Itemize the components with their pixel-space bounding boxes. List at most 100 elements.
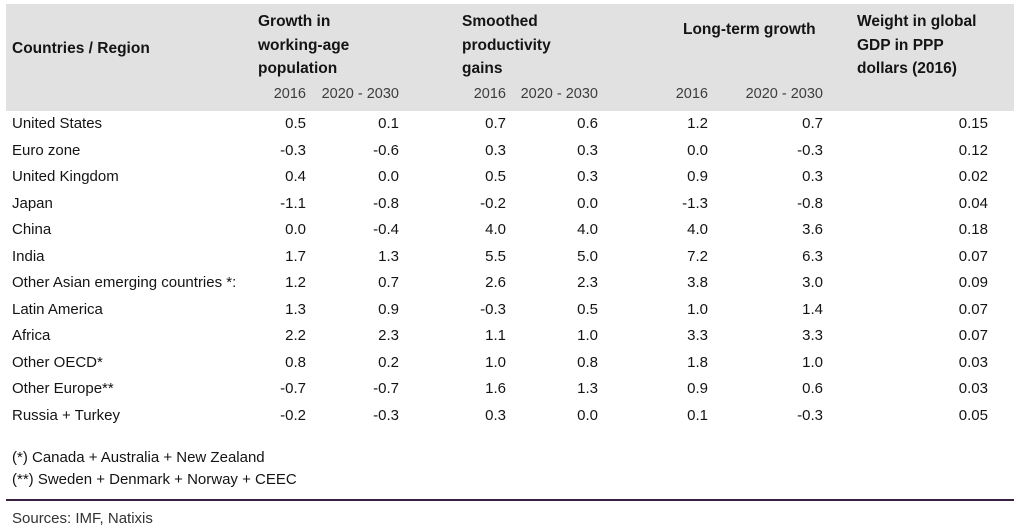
- cell-value: 1.0: [802, 353, 823, 371]
- table-row: China 0.0 -0.4 4.0 4.0 4.0 3.6 0.18: [6, 217, 1014, 244]
- cell-value: -0.7: [373, 380, 399, 398]
- table-row: United Kingdom 0.4 0.0 0.5 0.3 0.9 0.3 0.02: [6, 164, 1014, 191]
- cell-value: 0.3: [577, 141, 598, 159]
- cell-value: 7.2: [687, 247, 708, 265]
- cell-value: 1.0: [577, 327, 598, 345]
- cell-value: 1.0: [485, 353, 506, 371]
- cell-value: 4.0: [485, 221, 506, 239]
- cell-value: 1.4: [802, 300, 823, 318]
- cell-region: India: [12, 247, 45, 265]
- cell-value: -0.2: [480, 194, 506, 212]
- cell-value: 0.0: [285, 221, 306, 239]
- footnote-double-asterisk: (**) Sweden + Denmark + Norway + CEEC: [12, 470, 297, 488]
- cell-value: 0.8: [285, 353, 306, 371]
- table-row: Japan -1.1 -0.8 -0.2 0.0 -1.3 -0.8 0.04: [6, 190, 1014, 217]
- growth-data-table: Countries / Region Growth in working-age…: [6, 4, 1014, 429]
- cell-value: 0.0: [378, 168, 399, 186]
- cell-value: 0.5: [577, 300, 598, 318]
- cell-value: 0.03: [958, 380, 988, 398]
- cell-value: 0.09: [958, 274, 988, 292]
- cell-region: Other OECD*: [12, 353, 103, 371]
- cell-value: 0.0: [577, 406, 598, 424]
- header-group-longterm: Long-term growth: [600, 4, 825, 81]
- cell-value: 1.1: [485, 327, 506, 345]
- cell-value: 1.6: [485, 380, 506, 398]
- header-group-growth: Growth in working-age population: [248, 4, 401, 81]
- subheader-longterm-2016: 2016: [600, 80, 710, 111]
- cell-value: 0.4: [285, 168, 306, 186]
- cell-value: -0.8: [797, 194, 823, 212]
- cell-value: 0.9: [687, 168, 708, 186]
- cell-region: Africa: [12, 327, 51, 345]
- table-row: Africa 2.2 2.3 1.1 1.0 3.3 3.3 0.07: [6, 323, 1014, 350]
- cell-value: 0.0: [687, 141, 708, 159]
- cell-value: 0.02: [958, 168, 988, 186]
- cell-value: 4.0: [687, 221, 708, 239]
- table-row: Euro zone -0.3 -0.6 0.3 0.3 0.0 -0.3 0.12: [6, 137, 1014, 164]
- cell-value: 1.0: [687, 300, 708, 318]
- cell-value: 3.6: [802, 221, 823, 239]
- table-body: United States 0.5 0.1 0.7 0.6 1.2 0.7 0.15 Euro …: [6, 111, 1014, 429]
- cell-value: 0.7: [802, 115, 823, 133]
- header-group-weight-label: Weight in global GDP in PPP dollars (201…: [857, 13, 977, 77]
- cell-value: 0.07: [958, 327, 988, 345]
- cell-value: 0.18: [958, 221, 988, 239]
- cell-value: -0.7: [280, 380, 306, 398]
- footnotes-block: (*) Canada + Australia + New Zealand (**…: [12, 447, 1014, 491]
- header-group-productivity: Smoothed productivity gains: [401, 4, 600, 81]
- cell-value: 0.05: [958, 406, 988, 424]
- cell-value: -0.4: [373, 221, 399, 239]
- subheader-productivity-2016: 2016: [401, 80, 508, 111]
- header-empty-cell: [6, 80, 248, 111]
- cell-value: -0.2: [280, 406, 306, 424]
- cell-value: 0.7: [485, 115, 506, 133]
- cell-value: 0.1: [687, 406, 708, 424]
- cell-value: 3.8: [687, 274, 708, 292]
- subheader-longterm-2020-2030: 2020 - 2030: [710, 80, 825, 111]
- cell-region: Latin America: [12, 300, 103, 318]
- cell-value: 0.9: [378, 300, 399, 318]
- table-row: Other Asian emerging countries *: 1.2 0.7 2…: [6, 270, 1014, 297]
- cell-value: 0.04: [958, 194, 988, 212]
- cell-value: 1.3: [285, 300, 306, 318]
- table-row: Russia + Turkey -0.2 -0.3 0.3 0.0 0.1 -0.3 0.05: [6, 402, 1014, 429]
- cell-value: 1.3: [577, 380, 598, 398]
- cell-value: 0.8: [577, 353, 598, 371]
- cell-value: 0.07: [958, 300, 988, 318]
- cell-value: 2.3: [577, 274, 598, 292]
- subheader-productivity-2020-2030: 2020 - 2030: [508, 80, 600, 111]
- cell-value: 1.8: [687, 353, 708, 371]
- cell-region: Other Asian emerging countries *:: [12, 274, 237, 292]
- cell-value: 2.3: [378, 327, 399, 345]
- cell-value: 0.9: [687, 380, 708, 398]
- cell-value: -1.1: [280, 194, 306, 212]
- header-group-longterm-label: Long-term growth: [683, 21, 816, 38]
- header-group-productivity-label: Smoothed productivity gains: [462, 13, 551, 77]
- cell-value: 0.3: [485, 141, 506, 159]
- cell-value: -0.8: [373, 194, 399, 212]
- cell-value: 2.2: [285, 327, 306, 345]
- cell-value: 4.0: [577, 221, 598, 239]
- cell-value: 1.2: [285, 274, 306, 292]
- cell-region: China: [12, 221, 52, 239]
- cell-value: 0.15: [958, 115, 988, 133]
- cell-region: Other Europe**: [12, 380, 114, 398]
- table-row: Latin America 1.3 0.9 -0.3 0.5 1.0 1.4 0.07: [6, 296, 1014, 323]
- cell-value: -0.3: [280, 141, 306, 159]
- table-header: Countries / Region Growth in working-age…: [6, 4, 1014, 111]
- cell-value: 1.2: [687, 115, 708, 133]
- cell-value: 0.5: [485, 168, 506, 186]
- cell-value: 6.3: [802, 247, 823, 265]
- cell-value: 5.0: [577, 247, 598, 265]
- cell-value: 0.6: [802, 380, 823, 398]
- cell-value: 0.3: [485, 406, 506, 424]
- header-countries-region: Countries / Region: [6, 4, 248, 81]
- subheader-growth-2016: 2016: [248, 80, 308, 111]
- cell-value: 0.3: [577, 168, 598, 186]
- header-group-weight: Weight in global GDP in PPP dollars (201…: [825, 4, 1014, 111]
- table-row: United States 0.5 0.1 0.7 0.6 1.2 0.7 0.15: [6, 111, 1014, 138]
- cell-region: Japan: [12, 194, 53, 212]
- table-row: Other Europe** -0.7 -0.7 1.6 1.3 0.9 0.6 0.03: [6, 376, 1014, 403]
- divider-line: [6, 498, 1014, 501]
